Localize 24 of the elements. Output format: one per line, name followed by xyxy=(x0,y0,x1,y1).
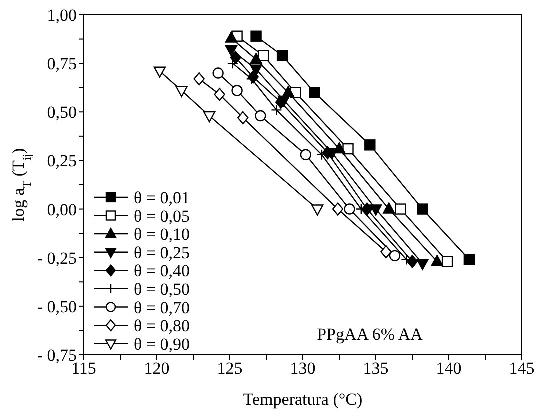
y-tick-label: 0,25 xyxy=(47,152,77,171)
legend-label: θ = 0,70 xyxy=(134,298,190,318)
y-tick-label: - 0,50 xyxy=(37,297,77,316)
legend-label: θ = 0,10 xyxy=(134,225,190,244)
x-axis-title: Temperatura (°C) xyxy=(243,390,363,409)
x-tick-label: 135 xyxy=(363,359,389,378)
legend-label: θ = 0,25 xyxy=(134,243,190,262)
x-tick-label: 120 xyxy=(144,359,170,378)
x-tick-label: 125 xyxy=(217,359,243,378)
x-tick-label: 145 xyxy=(509,359,535,378)
x-tick-label: 140 xyxy=(436,359,462,378)
legend-label: θ = 0,40 xyxy=(134,262,190,281)
x-tick-label: 130 xyxy=(290,359,316,378)
legend-label: θ = 0,80 xyxy=(134,316,190,336)
y-tick-label: 0,50 xyxy=(47,103,77,122)
legend-label: θ = 0,05 xyxy=(134,206,190,226)
legend-label: θ = 0,50 xyxy=(134,280,190,299)
y-tick-label: 0,00 xyxy=(47,200,77,220)
y-tick-label: 0,75 xyxy=(47,54,77,74)
annotation: PPgAA 6% AA xyxy=(317,325,424,344)
y-tick-label: 1,00 xyxy=(47,6,77,26)
legend-label: θ = 0,01 xyxy=(134,188,190,208)
legend-label: θ = 0,90 xyxy=(134,334,190,354)
y-tick-label: - 0,25 xyxy=(37,248,77,268)
